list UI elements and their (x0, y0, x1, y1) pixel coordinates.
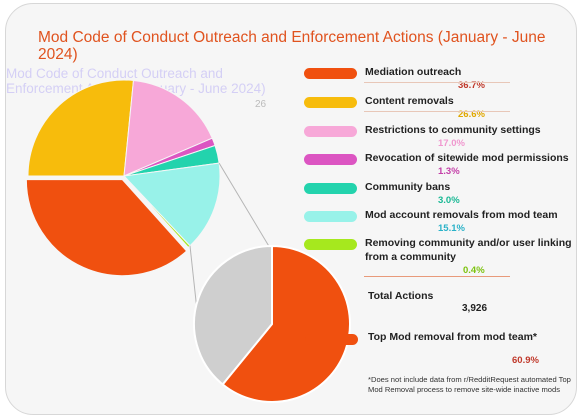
legend-swatch (304, 239, 357, 250)
legend-swatch (304, 97, 357, 108)
pie-slice-mod-account-removals-from-mod-team (122, 162, 221, 247)
zoom-pie (193, 244, 351, 403)
total-actions-label: Total Actions (368, 290, 434, 302)
legend-percent: 15.1% (438, 223, 465, 234)
top-mod-legend-label: Top Mod removal from mod team* (368, 331, 537, 343)
legend-label: Restrictions to community settings (365, 124, 541, 136)
legend-divider (364, 82, 510, 83)
connector-line-top (218, 162, 271, 249)
pie-slice-restrictions-to-community-settings (123, 79, 213, 177)
total-actions-value: 3,926 (462, 303, 488, 314)
legend-percent: 26.6% (458, 109, 485, 120)
zoom-pie-slice-top-mod-removal-from-mod-team (221, 244, 351, 403)
legend-label: Mod account removals from mod team (365, 209, 558, 221)
legend-divider (364, 111, 510, 112)
legend-percent: 3.0% (438, 195, 460, 206)
legend-label: Revocation of sitewide mod permissions (365, 152, 569, 164)
main-pie (25, 79, 221, 277)
top-mod-legend-percent: 60.9% (512, 355, 539, 366)
legend-percent: 1.3% (438, 166, 460, 177)
legend-swatch (304, 68, 357, 79)
footnote: *Does not include data from r/RedditRequ… (368, 375, 571, 394)
pie-slice-removing-community-and-or-user-linking-from-a-community (123, 175, 191, 249)
legend-percent: 0.4% (463, 265, 485, 276)
legend-divider (364, 276, 510, 277)
legend-percent: 36.7% (458, 80, 485, 91)
legend-swatch (304, 154, 357, 165)
pie-slice-content-removals (27, 79, 135, 177)
legend-swatch (304, 211, 357, 222)
legend-swatch (304, 183, 357, 194)
zoom-pie-slice-other (193, 244, 273, 386)
legend: Mediation outreach 36.7% Content removals 2… (300, 0, 580, 418)
ghost-percent-overlay: 26 (255, 99, 267, 110)
legend-label-line2: from a community (365, 251, 457, 263)
legend-percent: 17.0% (438, 138, 465, 149)
legend-label: Removing community and/or user linking (365, 237, 572, 249)
chart-title: Mod Code of Conduct Outreach and Enforce… (38, 29, 546, 63)
legend-label: Content removals (365, 95, 454, 107)
top-mod-legend-swatch (305, 334, 358, 345)
legend-label: Community bans (365, 181, 451, 193)
legend-swatch (304, 126, 357, 137)
legend-label: Mediation outreach (365, 66, 462, 78)
pie-slice-mediation-outreach (25, 179, 188, 277)
